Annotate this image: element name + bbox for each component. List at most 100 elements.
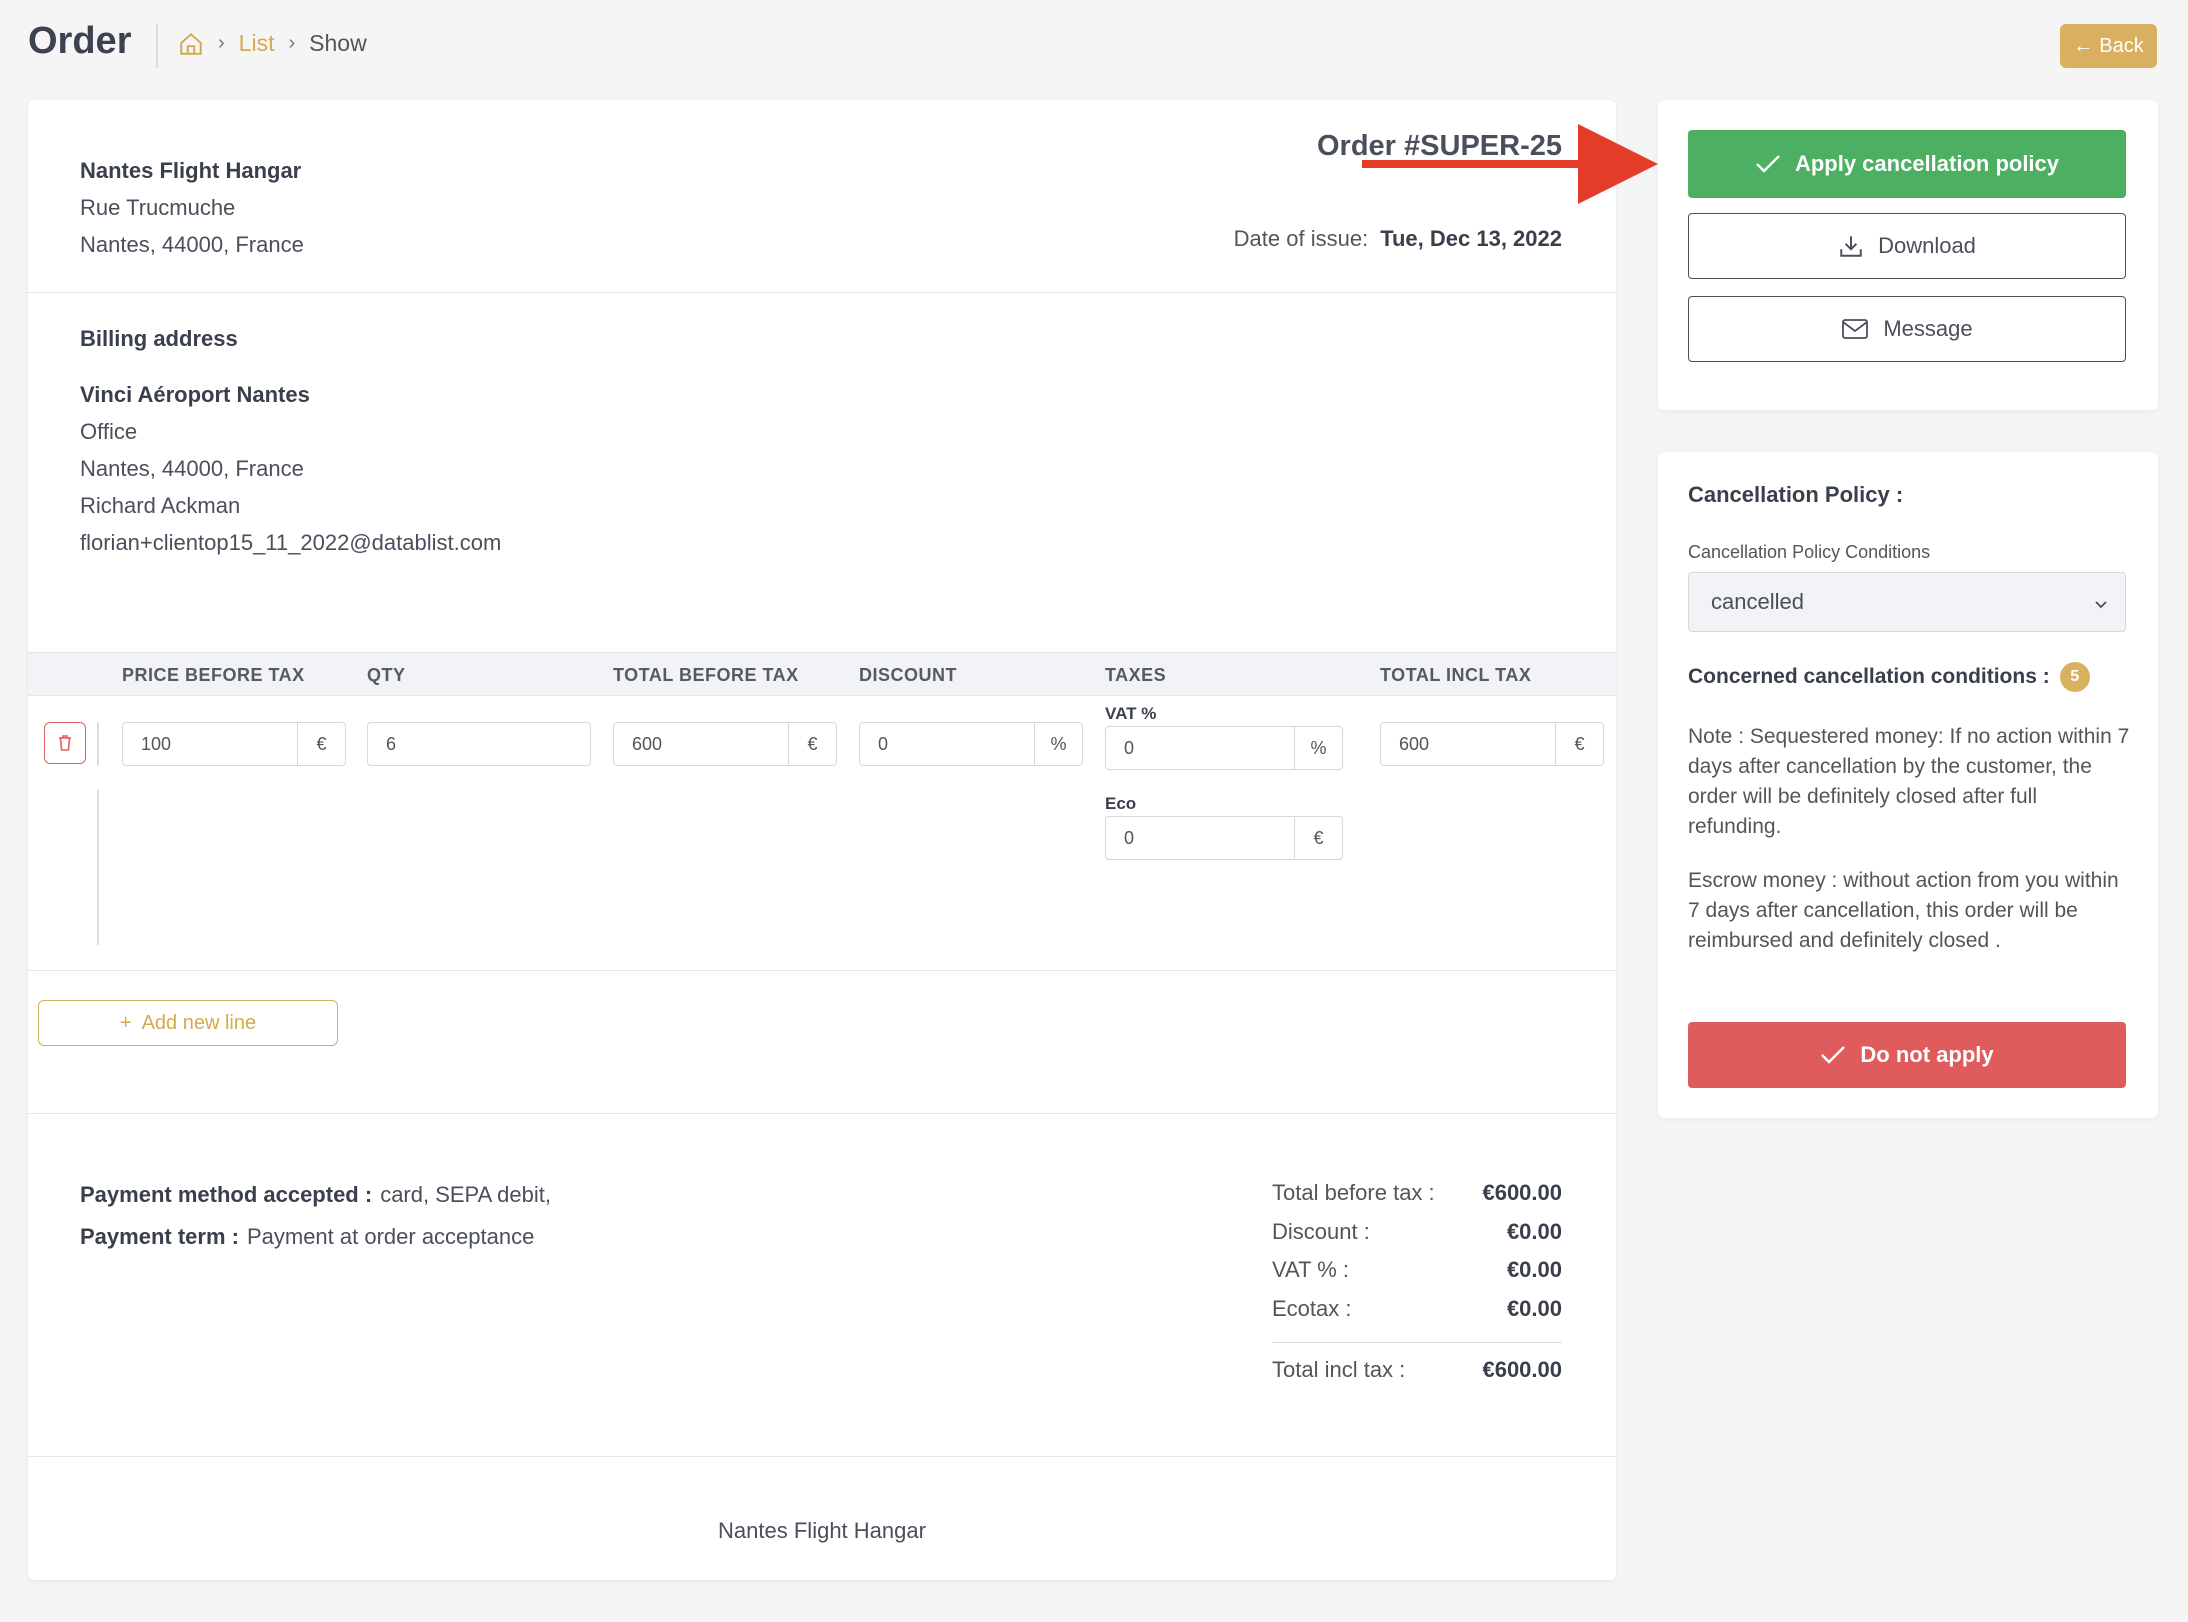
ecotax-total-value: €0.00	[1506, 1295, 1562, 1321]
annotation-arrow-icon	[1362, 124, 1658, 204]
col-total-incl: TOTAL INCL TAX	[1380, 665, 1532, 685]
back-button[interactable]: ← Back	[2060, 24, 2157, 68]
total-before-tax-label: Total before tax :	[1272, 1180, 1435, 1206]
concerned-conditions: Concerned cancellation conditions : 5	[1688, 662, 2090, 692]
breadcrumb: › List › Show	[178, 30, 367, 57]
payment-method-label: Payment method accepted :	[80, 1182, 373, 1207]
discount-value: 0	[878, 733, 889, 754]
discount-input[interactable]: 0 %	[859, 722, 1083, 766]
header-divider	[156, 24, 158, 68]
vat-input[interactable]: 0 %	[1105, 726, 1343, 770]
policy-note-sequestered: Note : Sequestered money: If no action w…	[1688, 725, 2130, 838]
qty-value: 6	[386, 733, 397, 754]
footer-company-name: Nantes Flight Hangar	[718, 1518, 926, 1543]
vat-total-value: €0.00	[1506, 1257, 1562, 1283]
concerned-conditions-label: Concerned cancellation conditions :	[1688, 665, 2050, 688]
do-not-apply-button[interactable]: Do not apply	[1688, 1022, 2126, 1088]
total-incl-tax-label: Total incl tax :	[1272, 1357, 1406, 1383]
delete-line-button[interactable]	[44, 722, 86, 764]
policy-selected-value: cancelled	[1711, 589, 1804, 614]
arrow-left-icon: ←	[2073, 34, 2094, 57]
discount-total-label: Discount :	[1272, 1218, 1370, 1244]
download-label: Download	[1878, 233, 1976, 258]
policy-conditions-label: Cancellation Policy Conditions	[1688, 542, 1931, 562]
row-divider	[97, 790, 99, 945]
seller-address: Nantes Flight Hangar Rue Trucmuche Nante…	[80, 152, 304, 263]
seller-street: Rue Trucmuche	[80, 195, 236, 220]
eco-label: Eco	[1105, 794, 1137, 813]
apply-cancellation-policy-button[interactable]: Apply cancellation policy	[1688, 130, 2126, 198]
chevron-right-icon: ›	[218, 32, 225, 54]
seller-city: Nantes, 44000, France	[80, 232, 304, 257]
discount-total-value: €0.00	[1506, 1218, 1562, 1244]
billing-city: Nantes, 44000, France	[80, 456, 304, 481]
discount-unit: %	[1034, 723, 1082, 765]
chevron-right-icon: ›	[288, 32, 296, 54]
plus-icon: +	[119, 1011, 132, 1034]
col-total-before: TOTAL BEFORE TAX	[613, 665, 799, 685]
breadcrumb-current: Show	[309, 30, 367, 56]
vat-total-label: VAT % :	[1272, 1257, 1350, 1283]
payment-method-value: card, SEPA debit,	[380, 1182, 551, 1207]
policy-title: Cancellation Policy :	[1688, 482, 1904, 507]
col-taxes: TAXES	[1105, 665, 1167, 685]
total-incl-value: 600	[1399, 733, 1430, 754]
download-icon	[1840, 236, 1862, 257]
billing-title: Billing address	[80, 326, 238, 351]
billing-address: Billing address Vinci Aéroport Nantes Of…	[80, 320, 501, 561]
totals-divider	[1272, 1342, 1562, 1343]
policy-conditions-select[interactable]: cancelled	[1688, 572, 2126, 632]
total-before-unit: €	[788, 723, 836, 765]
message-label: Message	[1883, 316, 1973, 341]
total-before-tax-value: €600.00	[1482, 1180, 1562, 1206]
divider	[28, 1113, 1616, 1114]
breadcrumb-list-link[interactable]: List	[238, 30, 275, 56]
payment-info: Payment method accepted : card, SEPA debi…	[80, 1174, 551, 1258]
total-before-input[interactable]: 600 €	[613, 722, 837, 766]
vat-unit: %	[1294, 727, 1342, 769]
billing-line2: Office	[80, 419, 138, 444]
payment-term-value: Payment at order acceptance	[246, 1224, 535, 1249]
billing-name: Vinci Aéroport Nantes	[80, 382, 310, 407]
apply-label: Apply cancellation policy	[1794, 151, 2060, 176]
total-incl-tax-value: €600.00	[1482, 1357, 1562, 1383]
mail-icon	[1842, 319, 1869, 339]
billing-contact: Richard Ackman	[80, 493, 241, 518]
page-title: Order	[28, 20, 132, 62]
home-icon[interactable]	[178, 31, 204, 57]
col-price: PRICE BEFORE TAX	[122, 665, 305, 685]
page-header: Order › List › Show ← Back	[0, 0, 2188, 90]
eco-value: 0	[1124, 827, 1135, 848]
cancellation-policy-card: Cancellation Policy : Cancellation Polic…	[1658, 452, 2158, 1118]
col-qty: QTY	[367, 665, 406, 685]
chevron-down-icon	[2093, 589, 2109, 615]
total-incl-unit: €	[1555, 723, 1603, 765]
concerned-count-badge: 5	[2059, 662, 2090, 692]
seller-name: Nantes Flight Hangar	[80, 158, 302, 183]
billing-email: florian+clientop15_11_2022@datablist.com	[80, 530, 502, 555]
divider	[28, 1456, 1616, 1457]
issue-date-row: Date of issue: Tue, Dec 13, 2022	[1234, 226, 1562, 252]
totals-summary: Total before tax : €600.00 Discount : €0.0…	[1272, 1174, 1562, 1390]
ecotax-total-label: Ecotax :	[1272, 1295, 1352, 1321]
total-before-value: 600	[632, 733, 663, 754]
trash-icon	[59, 735, 71, 751]
do-not-apply-label: Do not apply	[1860, 1042, 1994, 1067]
check-icon	[1756, 155, 1780, 173]
price-input[interactable]: 100 €	[122, 722, 346, 766]
row-divider	[97, 722, 99, 766]
add-new-line-label: Add new line	[141, 1011, 257, 1034]
order-number: Order #SUPER-25	[1317, 130, 1562, 162]
check-icon	[1821, 1046, 1846, 1064]
price-value: 100	[141, 733, 172, 754]
eco-input[interactable]: 0 €	[1105, 816, 1343, 860]
add-new-line-button[interactable]: + Add new line	[38, 1000, 338, 1046]
qty-input[interactable]: 6	[367, 722, 591, 766]
price-unit: €	[297, 723, 345, 765]
download-button[interactable]: Download	[1688, 213, 2126, 279]
message-button[interactable]: Message	[1688, 296, 2126, 362]
divider	[28, 970, 1616, 971]
total-incl-input[interactable]: 600 €	[1380, 722, 1604, 766]
table-header: PRICE BEFORE TAX QTY TOTAL BEFORE TAX DI…	[28, 652, 1616, 696]
vat-value: 0	[1124, 737, 1135, 758]
